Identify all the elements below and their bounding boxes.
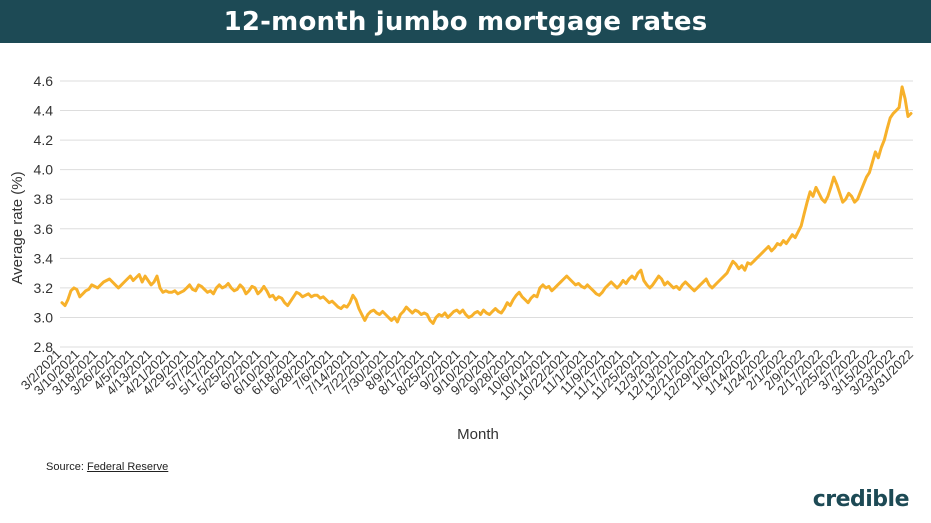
- source-note: Source: Federal Reserve: [46, 461, 168, 473]
- x-tick-labels: 3/2/20213/10/20213/18/20213/26/20214/5/2…: [18, 347, 916, 404]
- x-axis-label: Month: [457, 426, 499, 443]
- chart-title-bar: 12-month jumbo mortgage rates: [0, 0, 931, 43]
- y-tick-label: 4.0: [34, 162, 54, 178]
- y-tick-label: 4.4: [34, 103, 54, 119]
- y-tick-labels: 2.8 3.0 3.2 3.4 3.6 3.8 4.0 4.2 4.4 4.6: [34, 73, 54, 355]
- y-tick-label: 4.2: [34, 132, 54, 148]
- y-tick-label: 3.2: [34, 280, 54, 296]
- y-tick-label: 3.6: [34, 221, 54, 237]
- chart-title: 12-month jumbo mortgage rates: [223, 6, 708, 37]
- gridlines: [60, 80, 913, 348]
- source-label: Source:: [46, 461, 87, 473]
- y-tick-label: 3.8: [34, 191, 54, 207]
- y-tick-label: 3.0: [34, 309, 54, 325]
- line-chart: 2.8 3.0 3.2 3.4 3.6 3.8 4.0 4.2 4.4 4.6 3/2/20213…: [9, 73, 916, 443]
- source-link[interactable]: Federal Reserve: [86, 461, 169, 473]
- y-tick-label: 2.8: [34, 339, 54, 355]
- series-line: [60, 85, 913, 325]
- y-tick-label: 4.6: [34, 73, 54, 89]
- y-tick-label: 3.4: [34, 250, 54, 266]
- credible-logo: credible: [812, 487, 910, 512]
- y-axis-label: Average rate (%): [9, 171, 26, 284]
